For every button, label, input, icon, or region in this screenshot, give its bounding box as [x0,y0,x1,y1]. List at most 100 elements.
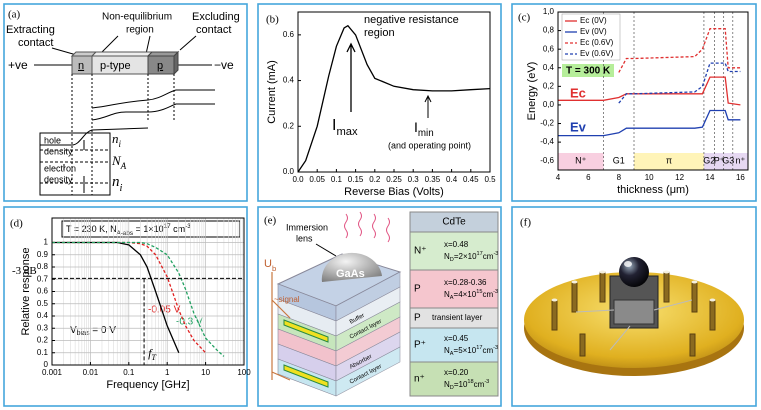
text-part: 18 [467,379,473,385]
legend-box [561,13,621,61]
y-tick-label: 0.6 [283,30,295,39]
y-tick-label: 0.4 [37,311,49,320]
label: contact [196,24,231,36]
block-top [90,51,154,57]
panel-frame [3,206,248,407]
arrow [424,94,432,118]
layer-table: CdTeN⁺x=0.48ND=2×1017cm-3Px=0.28-0.36NA=… [409,211,499,397]
label: −ve [214,58,234,72]
text-part: =5×10 [454,346,477,355]
x-tick-label: 0.05 [309,175,325,184]
region-label: n⁺ [736,155,746,165]
series-line [297,24,491,173]
label: contact [18,37,53,49]
y-tick-label: 0.7 [37,274,49,283]
label: p-type [100,60,131,72]
y-tick-label: -0,2 [540,119,554,128]
x-tick-label: 0.1 [123,368,135,377]
text-part: I [414,119,418,135]
highlight [624,261,632,267]
table-row [409,327,499,363]
region-label: N⁺ [575,155,586,165]
x-tick-label: 16 [736,173,745,182]
y-tick-label: 0,8 [543,26,555,35]
y-axis-label: Energy (eV) [526,62,538,121]
legend-label: Ec (0.6V) [580,38,614,47]
text-part: cm [483,252,494,261]
label-box [562,64,614,77]
electrode [283,364,329,388]
y-tick-label: 0.5 [37,299,49,308]
label: Ub [264,258,276,273]
series-line [558,76,741,106]
y-tick-label: 0.3 [37,323,49,332]
legend-label: Ev (0V) [580,27,607,36]
x-tick-label: 0.2 [369,175,381,184]
text-part: min [418,128,434,139]
legend-label: Ev (0.6V) [580,49,614,58]
series-line [618,62,741,104]
text-part: N [444,346,450,355]
y-tick-label: 0,4 [543,63,555,72]
text-part: 17 [476,345,482,351]
text-part: =4×10 [454,290,477,299]
region-label: G2 [703,155,715,165]
chart: 4 6 8 10 12 14 16 -0,6 -0,4 -0,2 0,0 0,2 0,4 0,6 0,8 1,… [526,7,749,196]
y-axis-label: Relative response [20,247,32,335]
label: ni [112,174,123,193]
x-tick-label: 6 [586,173,591,182]
text-part: x=0.20 [444,368,469,377]
chart: 0.001 0.01 0.1 1 10 100 0 0.1 0.2 0.3 0.4 0.5 0.6 0.7… [12,217,251,391]
text-part: A [450,295,454,301]
region [714,153,724,170]
annotation: Imin [414,119,434,139]
annotation: region [364,27,395,39]
text-part: f [148,346,153,360]
x-tick-label: 0.15 [348,175,364,184]
text-part: i [119,139,122,149]
row-label: P [414,284,421,295]
x-tick-label: 1 [165,368,170,377]
text-part: A [450,351,454,357]
label: region [126,25,154,36]
text-part: N [444,380,450,389]
row-text: transient layer [432,313,483,322]
text-part: max [336,126,358,138]
label: hole [44,135,61,145]
text-part: N [111,153,122,168]
y-tick-label: 0,0 [543,100,555,109]
arrows [63,140,85,193]
text-part: U [264,258,272,270]
layer-right [335,346,401,397]
series-group [297,24,491,173]
x-tick-label: 0.01 [83,368,99,377]
panel-label: (a) [8,9,21,21]
text-part: -3 [493,251,498,257]
label: p [157,60,163,72]
label: density [44,174,73,184]
text-part: D [450,257,454,263]
leads [271,272,291,381]
label: +ve [8,58,28,72]
electrode [283,319,329,343]
x-tick-label: 0.35 [425,175,441,184]
annotation: Ev [570,119,587,134]
pointer [179,35,197,51]
region [634,153,704,170]
block-top [146,51,180,57]
panel-a: (a) Extracting contact Non-equilibrium r… [6,9,240,196]
table-header-text: CdTe [442,217,466,228]
y-tick-label: 0 [44,360,49,369]
text-part: -3 [185,223,191,230]
label: Excluding [192,11,240,23]
label: ~signal [274,295,300,304]
x-tick-label: 0.001 [42,368,63,377]
panel-b: (b) negative resistance region Imax Imin… [266,14,471,151]
block-side [173,50,179,76]
x-tick-label: 0.1 [331,175,343,184]
y-tick-label: -0,6 [540,156,554,165]
text-part: =2×10 [454,252,477,261]
y-tick-label: 0.2 [37,336,49,345]
guides [71,74,175,195]
